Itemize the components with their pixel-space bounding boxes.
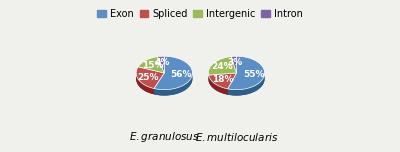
- Legend: Exon, Spliced, Intergenic, Intron: Exon, Spliced, Intergenic, Intron: [93, 5, 307, 23]
- Polygon shape: [154, 73, 192, 95]
- Polygon shape: [136, 67, 164, 88]
- Text: 15%: 15%: [142, 61, 164, 70]
- Text: 4%: 4%: [154, 58, 170, 67]
- Polygon shape: [157, 56, 164, 73]
- Text: 3%: 3%: [227, 58, 242, 67]
- Polygon shape: [231, 56, 236, 73]
- Text: $\it{E. multilocularis}$: $\it{E. multilocularis}$: [195, 131, 278, 143]
- Polygon shape: [154, 56, 192, 90]
- Text: 56%: 56%: [171, 70, 192, 79]
- Polygon shape: [138, 57, 164, 73]
- Polygon shape: [208, 57, 236, 75]
- Polygon shape: [136, 73, 154, 94]
- Text: 55%: 55%: [243, 70, 264, 79]
- Polygon shape: [228, 75, 264, 95]
- Polygon shape: [228, 56, 264, 90]
- Polygon shape: [208, 73, 236, 89]
- Ellipse shape: [136, 62, 192, 96]
- Text: $\it{E. granulosus}$: $\it{E. granulosus}$: [129, 130, 200, 144]
- Polygon shape: [208, 75, 228, 95]
- Ellipse shape: [208, 62, 265, 96]
- Text: 25%: 25%: [138, 73, 159, 82]
- Text: 24%: 24%: [212, 62, 233, 71]
- Text: 18%: 18%: [212, 75, 234, 84]
